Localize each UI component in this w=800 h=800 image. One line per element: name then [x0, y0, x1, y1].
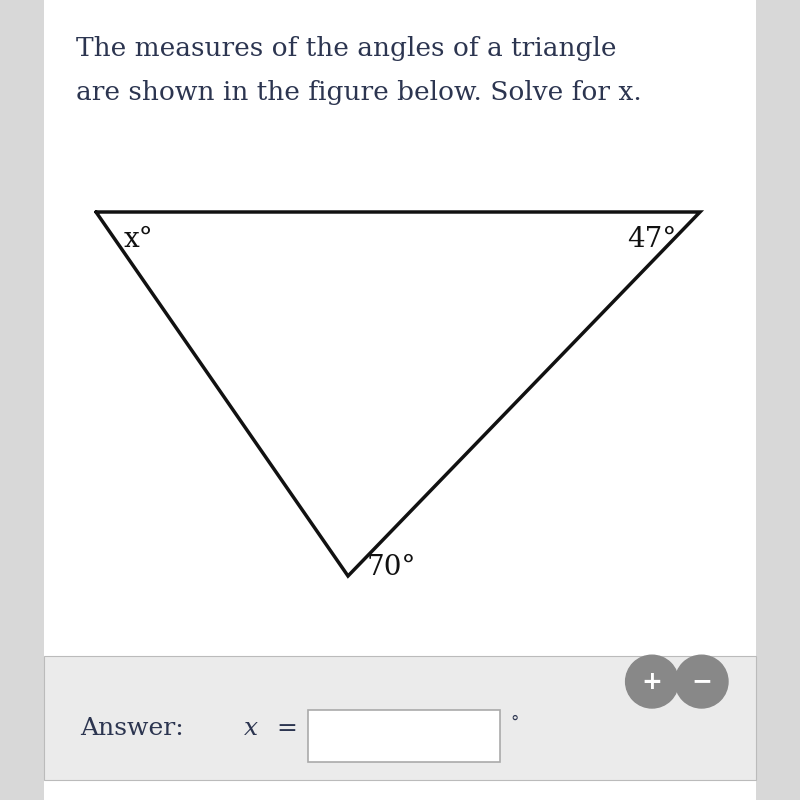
Text: Answer:: Answer:	[80, 717, 184, 740]
Bar	[44, 0, 756, 800]
Text: x: x	[244, 717, 258, 740]
Text: 47°: 47°	[626, 226, 676, 253]
Circle shape	[626, 655, 678, 708]
Circle shape	[675, 655, 728, 708]
Text: +: +	[642, 670, 662, 694]
Text: 70°: 70°	[366, 554, 416, 581]
Text: The measures of the angles of a triangle: The measures of the angles of a triangle	[76, 36, 617, 61]
Bar	[44, 656, 756, 780]
Bar	[308, 710, 500, 762]
Text: x°: x°	[124, 226, 154, 253]
Text: =: =	[276, 717, 297, 740]
Text: are shown in the figure below. Solve for x.: are shown in the figure below. Solve for…	[76, 80, 642, 105]
Text: °: °	[510, 714, 518, 731]
Text: −: −	[691, 670, 712, 694]
